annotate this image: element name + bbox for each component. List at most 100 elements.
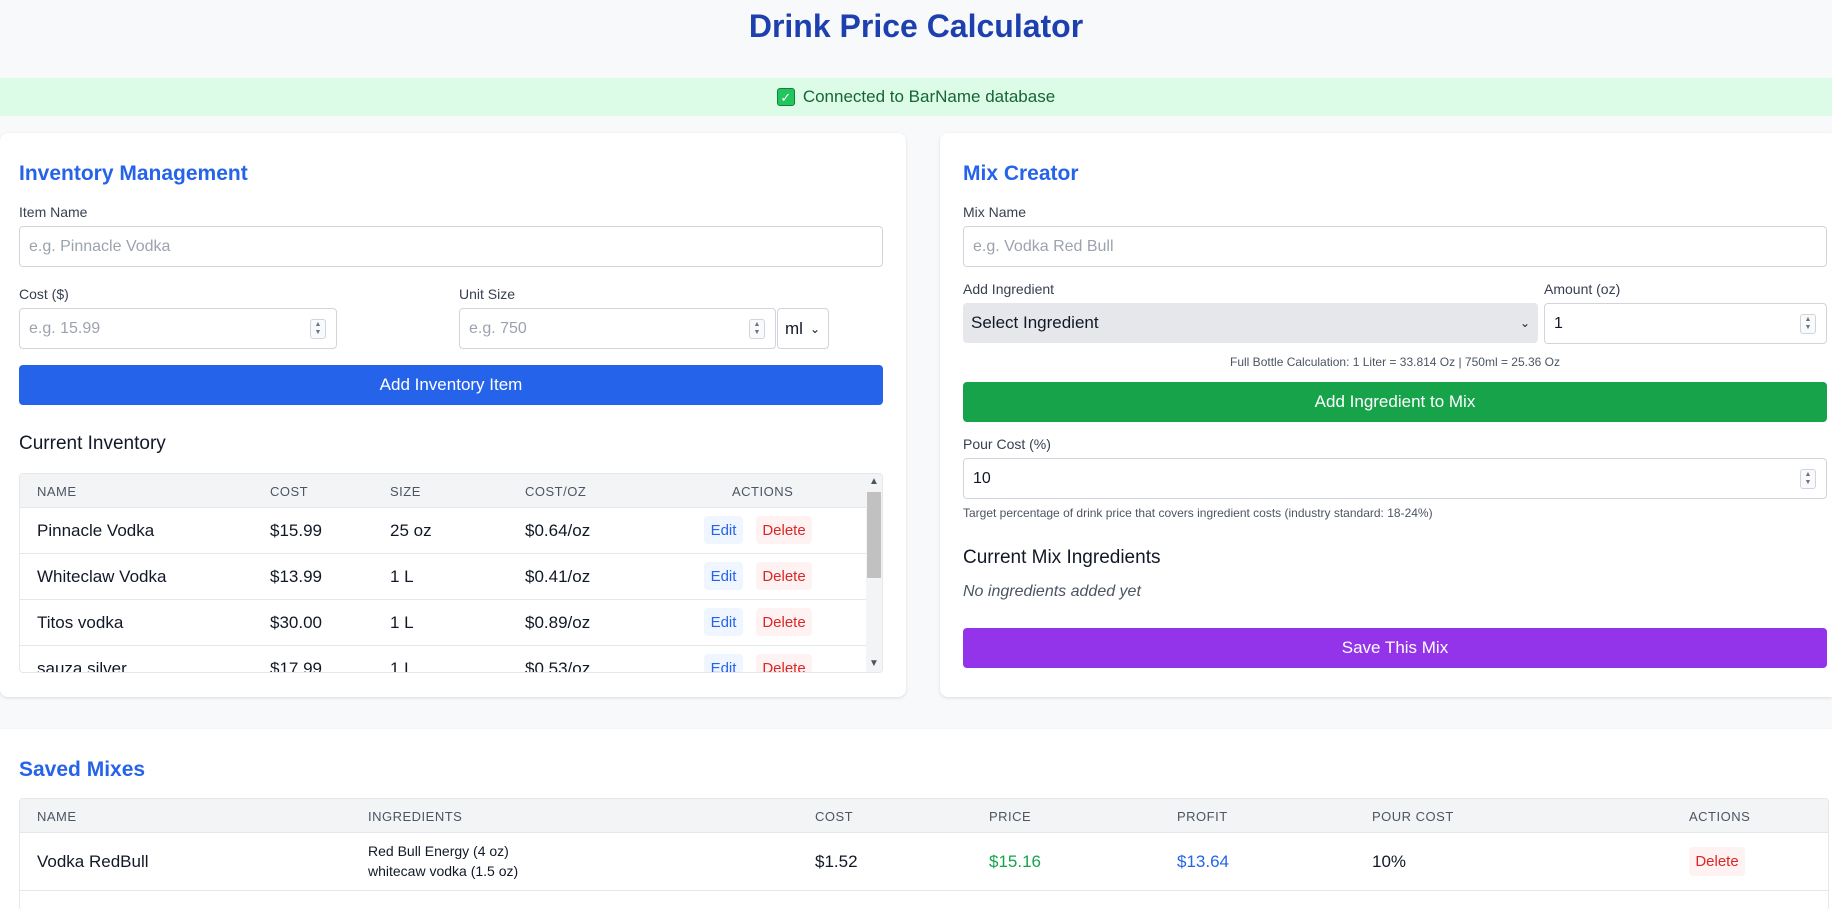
- row-size: 1 L: [390, 567, 414, 586]
- inventory-table-header: NAME COST SIZE COST/OZ ACTIONS: [20, 474, 866, 508]
- chevron-down-icon: ⌄: [809, 321, 820, 336]
- check-icon: ✓: [776, 88, 795, 106]
- col-cost: COST: [270, 484, 309, 499]
- col-cost: COST: [815, 809, 854, 824]
- delete-button[interactable]: Delete: [756, 562, 812, 590]
- row-name: Titos vodka: [37, 613, 124, 632]
- mix-ingredient-2: whitecaw vodka (1.5 oz): [368, 863, 519, 879]
- saved-mixes-heading: Saved Mixes: [19, 758, 146, 781]
- table-row: Pinnacle Vodka $15.99 25 oz $0.64/oz Edi…: [20, 508, 866, 554]
- page-title: Drink Price Calculator: [748, 8, 1084, 44]
- row-cost-oz: $0.53/oz: [525, 659, 591, 673]
- pour-cost-spinner-icon[interactable]: ▲ ▼: [1800, 468, 1816, 489]
- amount-spinner-icon[interactable]: ▲ ▼: [1800, 313, 1816, 334]
- edit-button[interactable]: Edit: [704, 654, 743, 672]
- edit-button[interactable]: Edit: [704, 562, 743, 590]
- mix-name-label: Mix Name: [963, 204, 1027, 220]
- add-ingredient-label: Add Ingredient: [963, 281, 1055, 297]
- col-actions: ACTIONS: [732, 484, 794, 499]
- row-cost: $15.99: [270, 521, 322, 540]
- row-size: 1 L: [390, 613, 414, 632]
- ingredient-select[interactable]: Select Ingredient ⌄: [963, 303, 1538, 343]
- delete-button[interactable]: Delete: [756, 654, 812, 672]
- row-name: Pinnacle Vodka: [37, 521, 155, 540]
- row-cost-oz: $0.64/oz: [525, 521, 591, 540]
- scroll-thumb[interactable]: [867, 492, 881, 578]
- unit-size-spinner-icon[interactable]: ▲ ▼: [749, 318, 765, 339]
- col-size: SIZE: [390, 484, 421, 499]
- amount-label: Amount (oz): [1544, 281, 1621, 297]
- row-cost: $30.00: [270, 613, 322, 632]
- inventory-table: NAME COST SIZE COST/OZ ACTIONS Pinnacle …: [19, 473, 883, 673]
- current-inventory-heading: Current Inventory: [19, 433, 166, 454]
- cost-label: Cost ($): [19, 286, 69, 302]
- pour-cost-help: Target percentage of drink price that co…: [963, 506, 1433, 520]
- col-cost-oz: COST/OZ: [525, 484, 587, 499]
- cost-placeholder: e.g. 15.99: [29, 319, 101, 337]
- item-name-input[interactable]: e.g. Pinnacle Vodka: [19, 226, 883, 267]
- table-row: Whiteclaw Vodka $13.99 1 L $0.41/oz Edit…: [20, 554, 866, 600]
- cost-spinner-icon[interactable]: ▲ ▼: [310, 318, 326, 339]
- add-ingredient-to-mix-button[interactable]: Add Ingredient to Mix: [963, 382, 1827, 422]
- row-cost: $17.99: [270, 659, 322, 673]
- col-price: PRICE: [989, 809, 1032, 824]
- col-profit: PROFIT: [1177, 809, 1228, 824]
- mix-cost: $1.52: [815, 852, 858, 871]
- mix-name-input[interactable]: e.g. Vodka Red Bull: [963, 226, 1827, 267]
- inventory-scrollbar[interactable]: ▲ ▼: [866, 474, 882, 672]
- row-cost-oz: $0.41/oz: [525, 567, 591, 586]
- saved-mixes-table: NAME INGREDIENTS COST PRICE PROFIT POUR …: [19, 798, 1829, 910]
- scroll-down-icon[interactable]: ▼: [869, 658, 879, 669]
- unit-size-label: Unit Size: [459, 286, 516, 302]
- unit-select-value: ml: [785, 318, 803, 338]
- pour-cost-input[interactable]: 10 ▲ ▼: [963, 458, 1827, 499]
- col-name: NAME: [37, 484, 77, 499]
- edit-button[interactable]: Edit: [704, 516, 743, 544]
- unit-select[interactable]: ml ⌄: [777, 308, 829, 349]
- col-pour-cost: POUR COST: [1372, 809, 1454, 824]
- connection-status-text: Connected to BarName database: [802, 87, 1056, 106]
- ingredient-select-value: Select Ingredient: [971, 313, 1099, 332]
- connection-status-banner: ✓ Connected to BarName database: [0, 78, 1832, 116]
- unit-size-placeholder: e.g. 750: [469, 319, 527, 337]
- col-name: NAME: [37, 809, 77, 824]
- delete-button[interactable]: Delete: [756, 608, 812, 636]
- row-cost-oz: $0.89/oz: [525, 613, 591, 632]
- row-size: 1 L: [390, 659, 414, 673]
- table-row: Vodka RedBull Red Bull Energy (4 oz) whi…: [20, 833, 1828, 891]
- row-name: Whiteclaw Vodka: [37, 567, 167, 586]
- mix-creator-card: Mix Creator Mix Name e.g. Vodka Red Bull…: [940, 133, 1832, 697]
- mix-creator-heading: Mix Creator: [963, 162, 1079, 185]
- saved-table-header: NAME INGREDIENTS COST PRICE PROFIT POUR …: [20, 799, 1828, 833]
- amount-value: 1: [1554, 314, 1563, 332]
- edit-button[interactable]: Edit: [704, 608, 743, 636]
- delete-mix-button[interactable]: Delete: [1689, 847, 1745, 876]
- add-inventory-item-button[interactable]: Add Inventory Item: [19, 365, 883, 405]
- cost-input[interactable]: e.g. 15.99 ▲ ▼: [19, 308, 337, 349]
- mix-price: $15.16: [989, 852, 1041, 871]
- col-actions: ACTIONS: [1689, 809, 1751, 824]
- unit-size-input[interactable]: e.g. 750 ▲ ▼: [459, 308, 776, 349]
- table-row: Titos vodka $30.00 1 L $0.89/oz Edit Del…: [20, 600, 866, 646]
- mix-profit: $13.64: [1177, 852, 1229, 871]
- pour-cost-value: 10: [973, 469, 991, 487]
- save-mix-button[interactable]: Save This Mix: [963, 628, 1827, 668]
- chevron-down-icon: ⌄: [1519, 316, 1530, 330]
- inventory-card: Inventory Management Item Name e.g. Pinn…: [0, 133, 906, 697]
- item-name-label: Item Name: [19, 204, 88, 220]
- bottle-calculation-note: Full Bottle Calculation: 1 Liter = 33.81…: [1230, 355, 1560, 369]
- empty-ingredients-text: No ingredients added yet: [963, 583, 1141, 600]
- row-size: 25 oz: [390, 521, 432, 540]
- row-name: sauza silver: [37, 659, 127, 673]
- current-mix-ingredients-heading: Current Mix Ingredients: [963, 547, 1161, 568]
- delete-button[interactable]: Delete: [756, 516, 812, 544]
- amount-input[interactable]: 1 ▲ ▼: [1544, 303, 1827, 344]
- mix-ingredient-1: Red Bull Energy (4 oz): [368, 843, 509, 859]
- saved-mixes-card: Saved Mixes NAME INGREDIENTS COST PRICE …: [0, 729, 1832, 910]
- table-row: sauza silver $17.99 1 L $0.53/oz Edit De…: [20, 646, 866, 673]
- mix-pour-cost: 10%: [1372, 852, 1407, 871]
- col-ingredients: INGREDIENTS: [368, 809, 463, 824]
- row-cost: $13.99: [270, 567, 322, 586]
- scroll-up-icon[interactable]: ▲: [869, 476, 879, 487]
- inventory-heading: Inventory Management: [19, 162, 248, 185]
